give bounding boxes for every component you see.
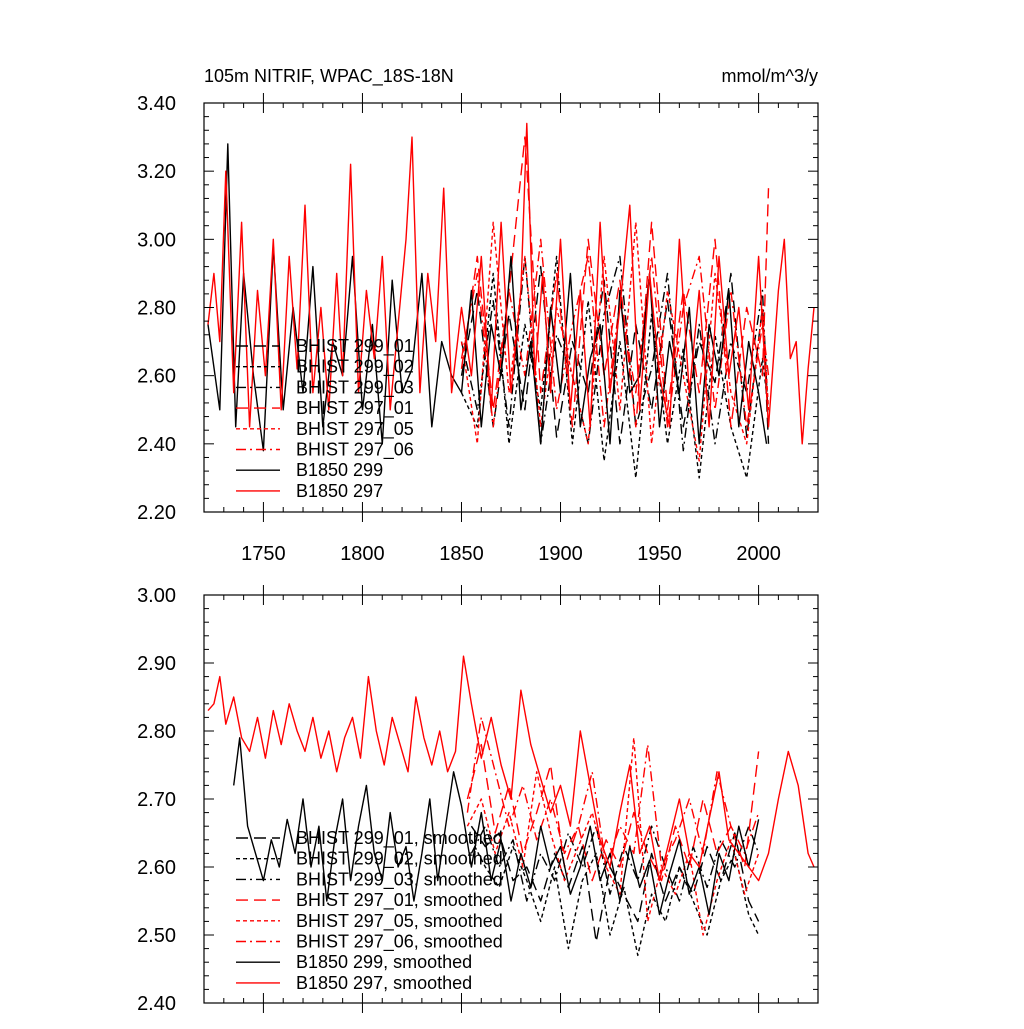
y-tick-label: 2.70 xyxy=(137,789,176,811)
legend-label: BHIST 299_02, smoothed xyxy=(296,849,503,870)
y-tick-label: 2.60 xyxy=(137,366,176,388)
legend-label: B1850 297, smoothed xyxy=(296,973,472,993)
series-line xyxy=(460,136,770,428)
series-line xyxy=(460,255,770,452)
series-group xyxy=(207,122,815,479)
legend-label: B1850 299 xyxy=(296,460,383,480)
legend-label: BHIST 297_01 xyxy=(296,398,414,419)
y-tick-label: 2.50 xyxy=(137,925,176,947)
legend-label: BHIST 297_06, smoothed xyxy=(296,932,503,953)
legend-label: BHIST 297_01, smoothed xyxy=(296,890,503,911)
legend-label: BHIST 297_05, smoothed xyxy=(296,911,503,932)
y-tick-label: 2.80 xyxy=(137,721,176,743)
y-tick-label: 2.90 xyxy=(137,653,176,675)
y-tick-label: 2.20 xyxy=(137,502,176,524)
series-line xyxy=(460,265,770,445)
y-tick-label: 3.40 xyxy=(137,93,176,115)
chart-title: 105m NITRIF, WPAC_18S-18N xyxy=(204,66,454,87)
series-line xyxy=(460,221,770,462)
x-tick-label: 1900 xyxy=(538,543,583,565)
y-tick-label: 3.20 xyxy=(137,161,176,183)
legend-label: BHIST 297_05 xyxy=(296,419,414,440)
legend-label: B1850 297 xyxy=(296,481,383,501)
y-tick-label: 2.40 xyxy=(137,993,176,1015)
y-tick-label: 3.00 xyxy=(137,585,176,607)
legend-label: BHIST 299_03 xyxy=(296,377,414,398)
series-line xyxy=(207,655,815,882)
legend-label: BHIST 297_06 xyxy=(296,440,414,461)
units-label: mmol/m^3/y xyxy=(722,66,818,86)
x-tick-label: 1800 xyxy=(340,543,385,565)
series-line xyxy=(460,255,770,479)
y-tick-label: 3.00 xyxy=(137,229,176,251)
series-line xyxy=(470,825,760,943)
x-tick-label: 1750 xyxy=(241,543,286,565)
x-tick-label: 2000 xyxy=(736,543,781,565)
x-tick-label: 1850 xyxy=(439,543,484,565)
panel-2: 2.40 2.50 2.60 2.70 2.80 2.90 3.00 BHIST 299_01… xyxy=(137,585,819,1015)
y-tick-label: 2.80 xyxy=(137,298,176,320)
series-line xyxy=(466,737,760,936)
legend-label: BHIST 299_01, smoothed xyxy=(296,828,503,849)
legend-label: BHIST 299_03, smoothed xyxy=(296,869,503,890)
series-group xyxy=(207,655,815,957)
y-tick-label: 2.60 xyxy=(137,857,176,879)
panel-1: 105m NITRIF, WPAC_18S-18N mmol/m^3/y 2.20 2… xyxy=(137,66,819,565)
series-line xyxy=(207,122,815,445)
y-tick-label: 2.40 xyxy=(137,434,176,456)
series-line xyxy=(470,825,760,902)
x-tick-label: 1950 xyxy=(637,543,682,565)
legend-label: B1850 299, smoothed xyxy=(296,952,472,972)
legend-label: BHIST 299_02 xyxy=(296,357,414,378)
series-line xyxy=(470,839,760,957)
series-line xyxy=(233,737,760,916)
legend-label: BHIST 299_01 xyxy=(296,336,414,357)
